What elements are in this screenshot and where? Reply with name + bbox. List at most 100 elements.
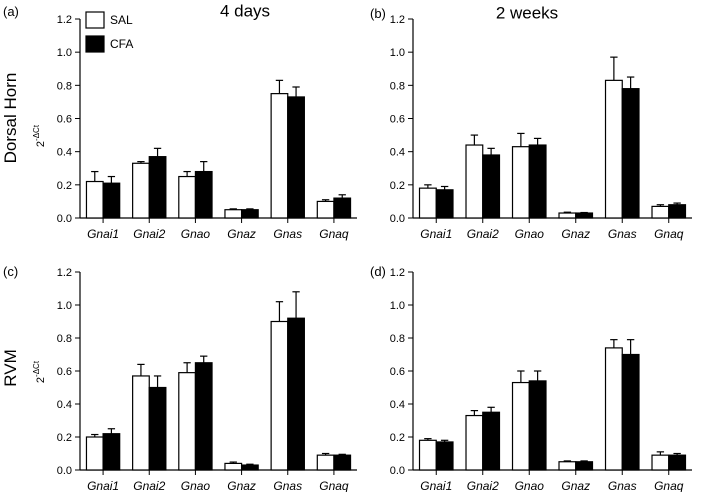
bar-sal xyxy=(418,187,437,219)
bar-cfa xyxy=(287,96,305,219)
bar-sal xyxy=(465,414,484,471)
bar-sal xyxy=(224,462,243,471)
panel-b-dorsal-horn-2-weeks: 0.0 0.2 0.4 0.6 0.8 1.0 1.2 Gnai1 Gnai2 Gnao Gnaz G… xyxy=(390,14,692,241)
bar-sal xyxy=(558,212,577,219)
x-category-label: Gnaq xyxy=(319,227,349,241)
bar-cfa xyxy=(575,461,594,471)
y-tick-label: 0.8 xyxy=(390,333,405,345)
y-tick-label: 0.0 xyxy=(390,465,405,477)
x-category-label: Gnaq xyxy=(654,227,684,241)
row-title-dorsal-horn: Dorsal Horn xyxy=(1,73,20,164)
y-tick-label: 1.2 xyxy=(57,267,72,279)
bar-cfa xyxy=(333,454,352,471)
bar-sal xyxy=(418,439,437,471)
bar-cfa xyxy=(435,441,454,471)
bar-cfa xyxy=(528,380,547,471)
bar-sal xyxy=(465,144,484,219)
x-category-label: Gnaq xyxy=(654,479,684,492)
panel-c-rvm-4-days: 0.0 0.2 0.4 0.6 0.8 1.0 1.2 Gnai1 Gnai2 Gnao Gnaz G… xyxy=(57,267,357,492)
ylabel-exponent: -ΔCt xyxy=(32,360,41,377)
x-category-label: Gnao xyxy=(515,227,545,241)
bar-cfa xyxy=(333,197,352,219)
y-tick-label: 0.8 xyxy=(57,80,72,92)
x-category-label: Gnai2 xyxy=(467,479,499,492)
panel-label-c: (c) xyxy=(3,264,18,279)
legend-label-sal: SAL xyxy=(110,13,133,27)
y-tick-label: 0.0 xyxy=(57,465,72,477)
bar-sal xyxy=(270,320,289,471)
bar-cfa xyxy=(528,144,547,219)
y-tick-label: 0.6 xyxy=(57,366,72,378)
y-tick-label: 0.4 xyxy=(390,147,405,159)
y-tick-label: 1.0 xyxy=(57,300,72,312)
bar-cfa xyxy=(240,209,259,219)
x-category-label: Gnaz xyxy=(227,227,256,241)
y-tick-label: 1.2 xyxy=(390,14,405,26)
bar-cfa xyxy=(194,362,213,471)
panel-label-d: (d) xyxy=(370,264,386,279)
y-tick-label: 1.0 xyxy=(390,47,405,59)
legend-label-cfa: CFA xyxy=(110,37,133,51)
bar-cfa xyxy=(287,317,305,471)
x-category-label: Gnas xyxy=(273,227,302,241)
legend-swatch-sal xyxy=(85,11,105,29)
ylabel-dorsal-horn: 2-ΔCt xyxy=(32,124,47,147)
panel-a-dorsal-horn-4-days: 0.0 0.2 0.4 0.6 0.8 1.0 1.2 Gnai1 Gnai2 Gnao Gnaz G… xyxy=(57,14,357,241)
bar-sal xyxy=(651,205,670,219)
legend: SAL CFA xyxy=(85,11,133,53)
bar-cfa xyxy=(148,156,167,219)
x-category-label: Gnai2 xyxy=(133,227,165,241)
ylabel-base: 2 xyxy=(35,141,47,147)
bar-cfa xyxy=(575,212,594,219)
bar-sal xyxy=(316,454,335,471)
bar-cfa xyxy=(668,204,687,219)
ylabel-base: 2 xyxy=(35,377,47,383)
bar-sal xyxy=(178,372,197,471)
bar-cfa xyxy=(482,154,501,219)
y-tick-label: 1.0 xyxy=(57,47,72,59)
x-category-label: Gnaq xyxy=(319,479,349,492)
y-tick-label: 0.4 xyxy=(57,399,72,411)
column-title-2-weeks: 2 weeks xyxy=(496,3,558,22)
x-category-label: Gnai1 xyxy=(420,479,452,492)
x-category-label: Gnao xyxy=(515,479,545,492)
bar-cfa xyxy=(621,353,640,471)
y-tick-label: 0.0 xyxy=(390,213,405,225)
y-tick-label: 0.6 xyxy=(57,114,72,126)
bar-sal xyxy=(604,79,623,219)
x-category-label: Gnas xyxy=(273,479,302,492)
x-category-label: Gnai1 xyxy=(420,227,452,241)
bar-cfa xyxy=(621,88,640,219)
panel-label-b: (b) xyxy=(370,6,386,21)
bar-sal xyxy=(604,347,623,471)
bar-cfa xyxy=(482,411,501,471)
panel-d-rvm-2-weeks: 0.0 0.2 0.4 0.6 0.8 1.0 1.2 Gnai1 Gnai2 Gnao Gnaz G… xyxy=(390,267,692,492)
y-tick-label: 0.2 xyxy=(390,432,405,444)
bar-cfa xyxy=(148,386,167,471)
bar-sal xyxy=(224,209,243,219)
bar-sal xyxy=(558,461,577,471)
x-category-label: Gnai1 xyxy=(87,227,119,241)
bar-sal xyxy=(85,436,104,471)
legend-swatch-cfa xyxy=(85,35,105,53)
bar-cfa xyxy=(102,182,121,219)
x-category-label: Gnaz xyxy=(561,479,590,492)
x-category-label: Gnaz xyxy=(227,479,256,492)
y-tick-label: 0.0 xyxy=(57,213,72,225)
ylabel-rvm: 2-ΔCt xyxy=(32,360,47,383)
y-tick-label: 0.8 xyxy=(390,80,405,92)
bar-cfa xyxy=(102,433,121,471)
row-title-rvm: RVM xyxy=(1,349,20,386)
bar-sal xyxy=(651,454,670,471)
y-tick-label: 0.4 xyxy=(57,147,72,159)
ylabel-exponent: -ΔCt xyxy=(32,124,41,141)
x-category-label: Gnao xyxy=(181,479,211,492)
bar-sal xyxy=(132,375,150,471)
x-category-label: Gnas xyxy=(608,227,637,241)
bar-sal xyxy=(270,93,289,219)
x-category-label: Gnas xyxy=(608,479,637,492)
y-tick-label: 0.8 xyxy=(57,333,72,345)
y-tick-label: 0.2 xyxy=(57,180,72,192)
y-tick-label: 1.2 xyxy=(57,14,72,26)
